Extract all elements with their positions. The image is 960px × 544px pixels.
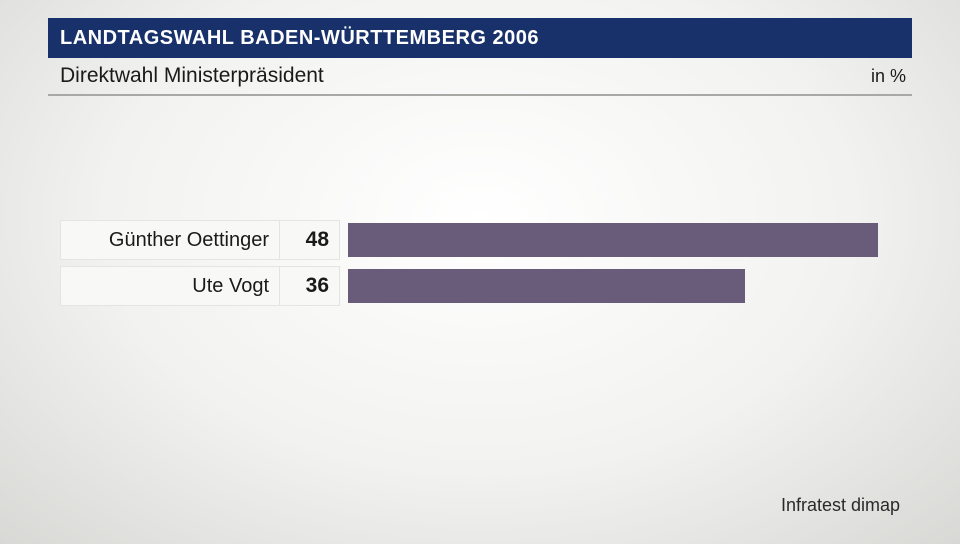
- subheader-row: Direktwahl Ministerpräsident in %: [48, 58, 912, 96]
- chart-row: Ute Vogt 36: [60, 266, 900, 306]
- bar: [348, 223, 878, 257]
- unit-label: in %: [871, 66, 906, 87]
- source-credit: Infratest dimap: [781, 495, 900, 516]
- chart-row: Günther Oettinger 48: [60, 220, 900, 260]
- bar-track: [348, 266, 900, 306]
- value-label: 36: [280, 266, 340, 306]
- page-title: LANDTAGSWAHL BADEN-WÜRTTEMBERG 2006: [60, 27, 539, 50]
- bar: [348, 269, 745, 303]
- header-band: LANDTAGSWAHL BADEN-WÜRTTEMBERG 2006: [48, 18, 912, 58]
- category-label: Günther Oettinger: [60, 220, 280, 260]
- bar-chart: Günther Oettinger 48 Ute Vogt 36: [60, 220, 900, 312]
- bar-track: [348, 220, 900, 260]
- subtitle: Direktwahl Ministerpräsident: [60, 64, 324, 88]
- value-label: 48: [280, 220, 340, 260]
- category-label: Ute Vogt: [60, 266, 280, 306]
